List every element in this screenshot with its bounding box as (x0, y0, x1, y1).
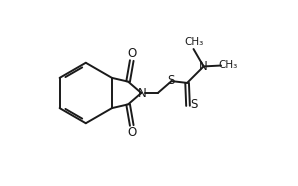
Text: CH₃: CH₃ (218, 60, 238, 70)
Text: S: S (190, 98, 198, 111)
Text: O: O (127, 126, 136, 139)
Text: S: S (167, 74, 174, 87)
Text: CH₃: CH₃ (184, 37, 203, 47)
Text: O: O (127, 47, 136, 60)
Text: N: N (138, 87, 147, 100)
Text: N: N (199, 60, 208, 73)
